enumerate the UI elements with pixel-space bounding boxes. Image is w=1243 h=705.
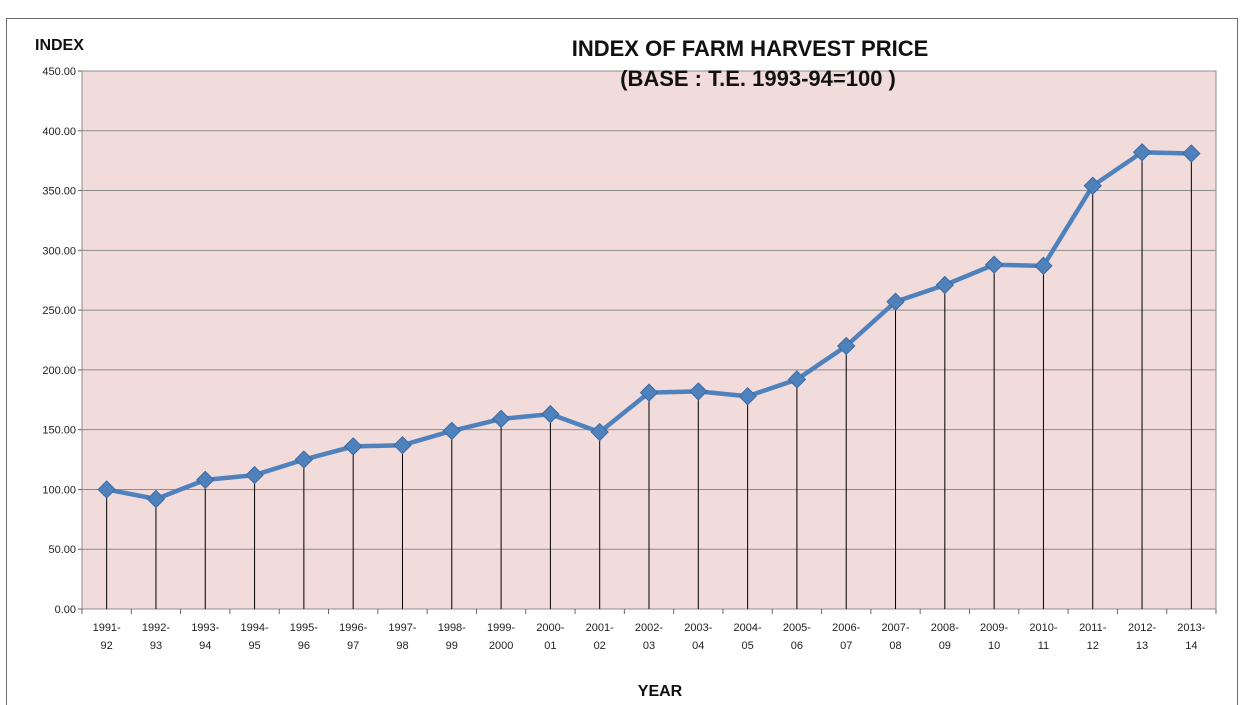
x-tick-label: 2013- xyxy=(1177,622,1205,634)
x-tick-label: 11 xyxy=(1038,640,1049,652)
x-axis-label: YEAR xyxy=(638,683,683,700)
data-point-marker xyxy=(196,470,215,490)
gridlines xyxy=(82,70,1216,610)
x-tick-label: 2010- xyxy=(1029,622,1057,634)
x-tick-label: 12 xyxy=(1087,640,1099,652)
x-tick-label: 2008- xyxy=(931,622,959,634)
x-tick-label: 1993- xyxy=(191,622,219,634)
data-point-marker xyxy=(1132,143,1152,162)
data-point-marker xyxy=(837,336,856,356)
y-tick-label: 0.00 xyxy=(55,604,76,616)
data-point-marker xyxy=(97,480,116,499)
x-tick-label: 13 xyxy=(1136,640,1148,652)
data-point-marker xyxy=(984,255,1004,274)
data-point-marker xyxy=(886,292,905,311)
data-point-marker xyxy=(245,465,264,485)
x-tick-label: 2012- xyxy=(1128,622,1156,634)
x-tick-label: 1997- xyxy=(388,622,416,634)
x-tick-label: 14 xyxy=(1185,640,1197,652)
x-tick-label: 93 xyxy=(150,640,162,652)
data-point-marker xyxy=(343,437,363,456)
data-point-marker xyxy=(541,404,560,424)
x-tick-label: 97 xyxy=(347,640,359,652)
data-point-marker xyxy=(1083,176,1102,195)
x-tick-label: 08 xyxy=(889,640,901,652)
x-tick-label: 2004- xyxy=(734,622,762,634)
x-tick-label: 2002- xyxy=(635,622,663,634)
y-tick-label: 200.00 xyxy=(42,365,76,377)
y-tick-label: 250.00 xyxy=(42,305,76,317)
data-point-marker xyxy=(935,275,955,295)
x-tick-label: 95 xyxy=(248,640,260,652)
x-tick-label: 1994- xyxy=(240,622,268,634)
series-markers xyxy=(97,143,1201,509)
x-tick-label: 2003- xyxy=(684,622,712,634)
y-tick-label: 400.00 xyxy=(42,126,76,138)
y-tick-label: 450.00 xyxy=(42,66,76,78)
x-tick-label: 2006- xyxy=(832,622,860,634)
x-tick-label: 1998- xyxy=(438,622,466,634)
data-point-marker xyxy=(689,382,708,401)
data-point-marker xyxy=(393,436,412,455)
data-point-marker xyxy=(639,383,659,402)
x-tick-label: 01 xyxy=(544,640,556,652)
x-tick-label: 94 xyxy=(199,640,211,652)
x-tick-label: 96 xyxy=(298,640,310,652)
x-tick-label: 2011- xyxy=(1079,622,1107,634)
data-point-marker xyxy=(442,421,461,441)
x-tick-label: 2005- xyxy=(783,622,811,634)
chart-frame xyxy=(6,18,1238,705)
y-axis-label: INDEX xyxy=(35,37,84,54)
y-tick-label: 50.00 xyxy=(48,544,76,556)
x-tick-label: 92 xyxy=(101,640,113,652)
x-tick-label: 05 xyxy=(741,640,753,652)
data-point-marker xyxy=(294,450,314,469)
x-tick-label: 98 xyxy=(396,640,408,652)
x-tick-label: 2000- xyxy=(536,622,564,634)
x-tick-label: 2007- xyxy=(881,622,909,634)
data-point-marker xyxy=(1182,144,1201,163)
y-tick-label: 150.00 xyxy=(42,425,76,437)
y-tick-label: 100.00 xyxy=(42,484,76,496)
y-tick-label: 350.00 xyxy=(42,186,76,198)
data-point-marker xyxy=(787,370,807,389)
chart-subtitle: (BASE : T.E. 1993-94=100 ) xyxy=(620,66,896,91)
x-tick-label: 2000 xyxy=(489,640,513,652)
x-tick-label: 2001- xyxy=(586,622,614,634)
x-tick-label: 2009- xyxy=(980,622,1008,634)
data-point-marker xyxy=(146,489,166,509)
x-tick-label: 02 xyxy=(594,640,606,652)
chart-title: INDEX OF FARM HARVEST PRICE xyxy=(572,36,929,61)
x-tick-label: 10 xyxy=(988,640,1000,652)
data-point-marker xyxy=(590,422,609,442)
x-tick-label: 04 xyxy=(692,640,704,652)
drop-lines xyxy=(106,152,1192,609)
data-point-marker xyxy=(738,386,757,406)
x-tick-label: 06 xyxy=(791,640,803,652)
x-tick-label: 1995- xyxy=(290,622,318,634)
x-tick-label: 1996- xyxy=(339,622,367,634)
data-point-marker xyxy=(491,409,511,429)
x-tick-label: 1999- xyxy=(487,622,515,634)
x-tick-label: 07 xyxy=(840,640,852,652)
x-tick-label: 1991- xyxy=(93,622,121,634)
x-tick-label: 1992- xyxy=(142,622,170,634)
y-tick-label: 300.00 xyxy=(42,245,76,257)
x-tick-label: 03 xyxy=(643,640,655,652)
x-axis-ticks: 1991- 92 1992- 93 1993- 94 1994- 95 1995- 96 1996-… xyxy=(81,609,1217,652)
x-tick-label: 99 xyxy=(446,640,458,652)
x-tick-label: 09 xyxy=(939,640,951,652)
data-point-marker xyxy=(1034,256,1053,276)
y-axis-ticks: 0.00 50.00 100.00 150.00 200.00 250.00 300.00 3… xyxy=(42,66,82,616)
